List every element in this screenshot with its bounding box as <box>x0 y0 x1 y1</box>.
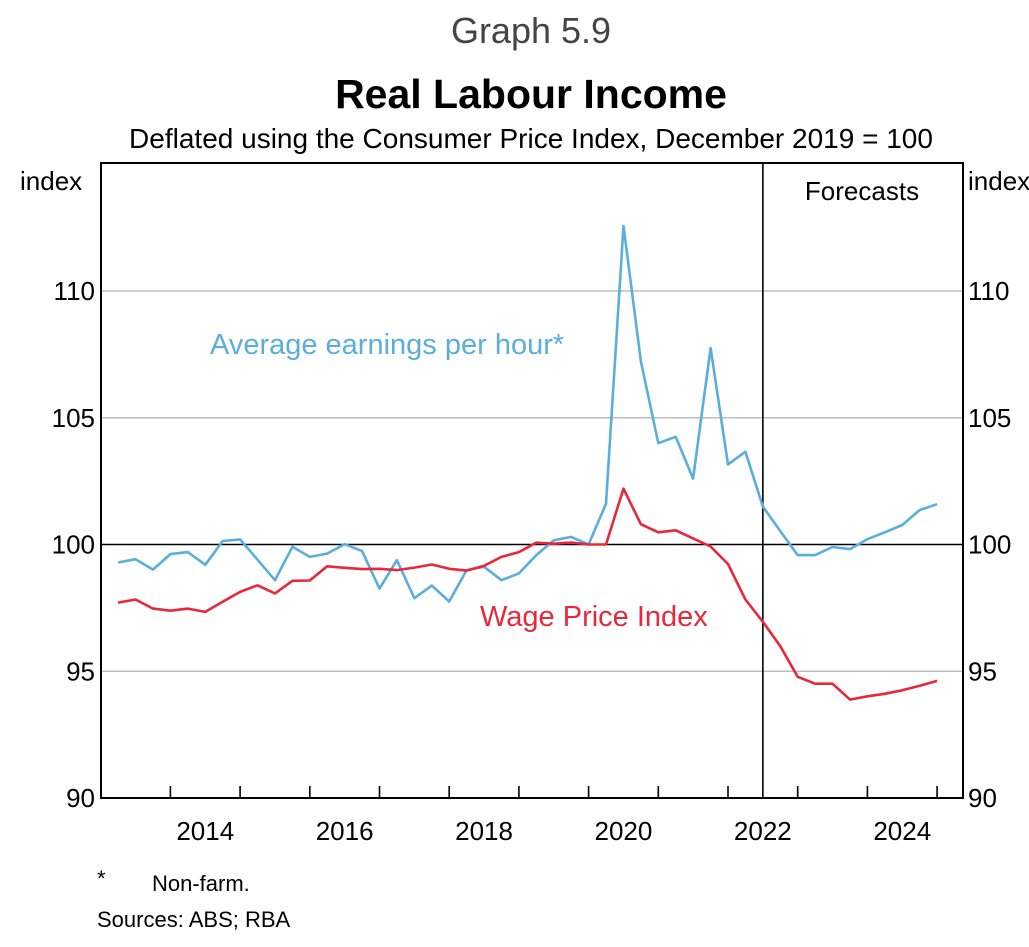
y-tick-label-right: 90 <box>968 783 997 813</box>
y-tick-label-left: 95 <box>66 656 95 686</box>
chart-title: Real Labour Income <box>335 71 727 117</box>
x-tick-label: 2024 <box>873 816 931 846</box>
y-axis-label-left: index <box>20 166 82 196</box>
y-tick-label-left: 105 <box>52 403 95 433</box>
y-tick-label-left: 90 <box>66 783 95 813</box>
x-tick-label: 2020 <box>595 816 653 846</box>
forecast-label: Forecasts <box>805 176 919 206</box>
x-tick-label: 2014 <box>176 816 234 846</box>
series-line-wpi <box>118 489 937 700</box>
series-label-earnings: Average earnings per hour* <box>210 329 564 361</box>
x-tick-label: 2022 <box>734 816 792 846</box>
x-tick-label: 2018 <box>455 816 513 846</box>
sources: Sources: ABS; RBA <box>97 907 291 932</box>
footnote-text: Non-farm. <box>152 871 250 896</box>
y-axis-label-right: index <box>968 166 1029 196</box>
graph-number: Graph 5.9 <box>451 10 611 51</box>
y-tick-label-right: 105 <box>968 403 1011 433</box>
plot-frame <box>101 163 963 798</box>
y-tick-label-right: 95 <box>968 656 997 686</box>
y-tick-label-right: 110 <box>968 276 1009 306</box>
footnote-marker: * <box>97 866 106 891</box>
x-tick-label: 2016 <box>316 816 374 846</box>
y-tick-label-left: 100 <box>52 530 95 560</box>
y-tick-label-right: 100 <box>968 530 1011 560</box>
y-tick-label-left: 110 <box>54 276 95 306</box>
series-label-wpi: Wage Price Index <box>480 601 708 633</box>
chart-subtitle: Deflated using the Consumer Price Index,… <box>129 123 933 154</box>
